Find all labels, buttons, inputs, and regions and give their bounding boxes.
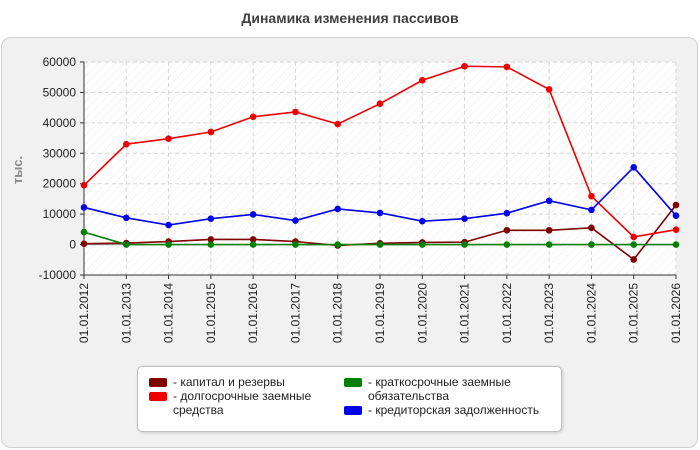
x-tick-label: 01.01.2015 — [204, 283, 218, 343]
data-point — [334, 241, 342, 248]
data-point — [165, 135, 172, 142]
data-point — [545, 226, 553, 234]
legend-label-capital: - капитал и резервы — [173, 375, 285, 389]
legend-swatch-capital — [149, 378, 167, 387]
x-tick-label: 01.01.2013 — [119, 283, 133, 343]
x-tick-label: 01.01.2014 — [162, 283, 176, 343]
data-point — [334, 205, 342, 213]
data-point — [249, 113, 257, 121]
data-point — [249, 241, 257, 248]
data-point — [207, 241, 215, 248]
legend-label-short-term-loans: - краткосрочные заемные обязательства — [368, 375, 511, 403]
data-point — [588, 224, 595, 232]
legend-label-accounts-payable: - кредиторская задолженность — [368, 403, 540, 417]
data-point — [376, 100, 384, 107]
x-tick-label: 01.01.2023 — [542, 283, 556, 343]
legend-swatch-long-term-loans — [149, 392, 167, 401]
data-point — [80, 228, 88, 236]
y-tick-label: 10000 — [43, 207, 77, 221]
x-tick-label: 01.01.2020 — [415, 283, 429, 343]
legend-swatch-accounts-payable — [344, 406, 362, 415]
x-tick-label: 01.01.2026 — [669, 283, 683, 343]
y-tick-label: 30000 — [43, 146, 77, 160]
data-point — [630, 233, 638, 241]
data-point — [165, 241, 172, 248]
x-tick-label: 01.01.2012 — [77, 283, 91, 343]
data-point — [292, 108, 299, 116]
data-point — [461, 62, 468, 70]
data-point — [672, 226, 680, 233]
data-point — [207, 128, 215, 136]
data-point — [503, 226, 511, 234]
series-2 — [80, 228, 680, 248]
x-tick-label: 01.01.2024 — [584, 283, 598, 343]
y-tick-label: 0 — [69, 238, 76, 252]
data-point — [334, 120, 342, 128]
legend: - капитал и резервы - долгосрочные заемн… — [137, 366, 562, 432]
data-point — [672, 241, 680, 248]
x-tick-label: 01.01.2016 — [246, 283, 260, 343]
x-tick-label: 01.01.2019 — [373, 283, 387, 343]
y-tick-label: 60000 — [43, 55, 77, 69]
x-tick-label: 01.01.2018 — [331, 283, 345, 343]
y-tick-label: 40000 — [43, 116, 77, 130]
data-point — [292, 217, 299, 224]
data-point — [418, 241, 426, 248]
data-point — [630, 256, 638, 263]
data-point — [122, 241, 130, 248]
x-tick-label: 01.01.2021 — [458, 283, 472, 343]
data-point — [503, 241, 511, 248]
data-point — [545, 197, 553, 205]
data-point — [418, 217, 426, 225]
data-point — [122, 214, 130, 222]
data-point — [80, 181, 88, 189]
data-point — [249, 236, 257, 243]
series-1 — [80, 62, 680, 241]
y-tick-label: -10000 — [39, 268, 77, 282]
data-point — [588, 241, 595, 248]
data-point — [503, 63, 511, 71]
data-point — [165, 221, 172, 229]
data-point — [672, 212, 680, 219]
data-point — [588, 206, 595, 214]
data-point — [503, 209, 511, 217]
x-tick-label: 01.01.2022 — [500, 283, 514, 343]
y-axis-label: тыс. — [10, 156, 25, 184]
data-point — [376, 209, 384, 217]
x-tick-label: 01.01.2017 — [288, 283, 302, 343]
data-point — [207, 215, 215, 223]
data-point — [418, 76, 426, 84]
data-point — [630, 241, 638, 248]
data-point — [630, 163, 638, 171]
data-point — [461, 215, 468, 223]
legend-label-long-term-loans: - долгосрочные заемные средства — [173, 389, 312, 417]
y-tick-label: 50000 — [43, 85, 77, 99]
data-point — [207, 236, 215, 243]
legend-swatch-short-term-loans — [344, 378, 362, 387]
data-point — [545, 241, 553, 248]
y-tick-label: 20000 — [43, 177, 77, 191]
data-point — [461, 241, 468, 248]
data-point — [292, 241, 299, 248]
chart-title: Динамика изменения пассивов — [241, 10, 459, 26]
data-point — [672, 201, 680, 209]
data-point — [249, 211, 257, 218]
data-point — [80, 204, 88, 211]
x-tick-label: 01.01.2025 — [627, 283, 641, 343]
data-point — [588, 192, 595, 200]
data-point — [545, 86, 553, 93]
data-point — [122, 140, 130, 148]
series-3 — [80, 163, 680, 229]
data-point — [80, 240, 88, 247]
data-point — [376, 241, 384, 248]
